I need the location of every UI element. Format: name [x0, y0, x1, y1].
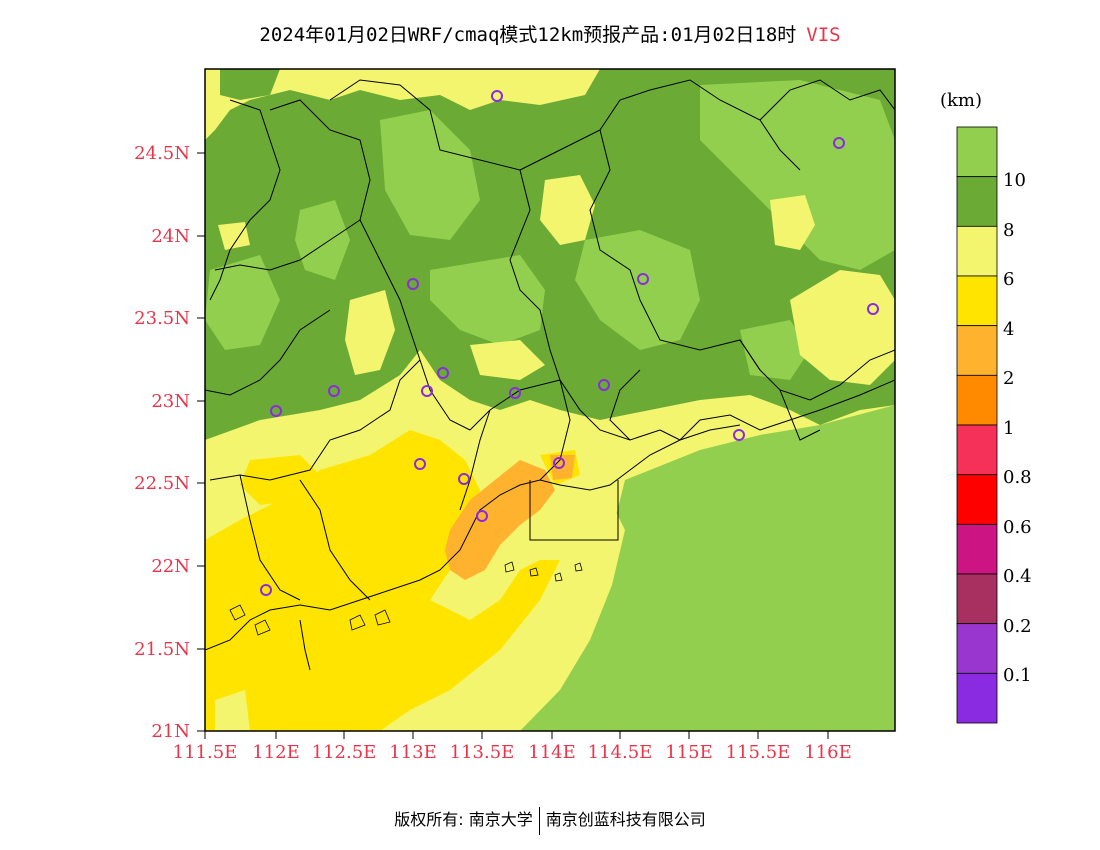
title-variable: VIS: [806, 24, 841, 46]
legend-swatch: [956, 573, 998, 625]
y-tick-label: 23N: [151, 391, 190, 412]
plot-frame: [204, 68, 896, 732]
legend-swatch: [956, 325, 998, 376]
region-sea-vis-10: [490, 405, 895, 731]
footer-separator: [538, 806, 540, 835]
map-title: 2024年01月02日WRF/cmaq模式12km预报产品:01月02日18时 V…: [0, 20, 1100, 47]
legend-swatch: [956, 225, 998, 277]
y-tick-labels: 24.5N 24N 23.5N 23N 22.5N 22N 21.5N 21N: [134, 143, 190, 742]
legend-swatch: [956, 424, 998, 476]
legend-label: 0.4: [1003, 566, 1032, 587]
station-markers: [260, 90, 879, 596]
legend-swatch: [956, 176, 998, 227]
x-tick-label: 113.5E: [450, 742, 515, 763]
legend-label: 6: [1003, 269, 1014, 290]
x-tick-label: 115E: [665, 742, 713, 763]
station-marker: [407, 278, 419, 290]
station-marker: [833, 137, 845, 149]
footer-left: 版权所有: 南京大学: [394, 810, 533, 829]
station-marker: [553, 457, 565, 469]
legend-swatch: [956, 374, 998, 426]
map-fill-layer: [205, 69, 895, 731]
legend-label: 0.2: [1003, 616, 1032, 637]
legend-unit: (km): [940, 90, 983, 111]
island-outlines: [229, 561, 583, 636]
title-main: 2024年01月02日WRF/cmaq模式12km预报产品:01月02日18时: [259, 24, 797, 46]
x-tick-label: 115.5E: [726, 742, 791, 763]
x-tick-label: 116E: [804, 742, 852, 763]
station-marker: [437, 367, 449, 379]
x-tick-label: 111.5E: [173, 742, 238, 763]
station-marker: [867, 303, 879, 315]
footer-copyright: 版权所有: 南京大学 南京创蓝科技有限公司: [0, 806, 1100, 835]
legend-label: 2: [1003, 368, 1014, 389]
y-tick-label: 24N: [151, 226, 190, 247]
station-marker: [476, 510, 488, 522]
legend-swatch: [956, 275, 998, 327]
legend-swatch: [956, 474, 998, 525]
x-tick-labels: 111.5E 112E 112.5E 113E 113.5E 114E 114.…: [173, 742, 852, 763]
legend-swatch: [956, 672, 998, 724]
station-marker: [598, 379, 610, 391]
region-vis-10-west: [205, 255, 280, 350]
y-tick-label: 22.5N: [134, 473, 190, 494]
legend-label: 0.1: [1003, 665, 1032, 686]
station-marker: [270, 405, 282, 417]
station-marker: [509, 387, 521, 399]
legend-label: 4: [1003, 319, 1014, 340]
station-marker: [260, 584, 272, 596]
station-marker: [414, 458, 426, 470]
x-tick-label: 112E: [252, 742, 300, 763]
legend-swatch: [956, 523, 998, 575]
legend-swatch: [956, 623, 998, 674]
legend-label: 0.6: [1003, 517, 1032, 538]
station-marker: [458, 473, 470, 485]
station-marker: [421, 385, 433, 397]
legend-labels: 10 8 6 4 2 1 0.8 0.6 0.4 0.2 0.1: [1003, 170, 1032, 686]
y-tick-label: 24.5N: [134, 143, 190, 164]
station-marker: [637, 273, 649, 285]
legend-label: 10: [1003, 170, 1026, 191]
region-vis-10-ne: [700, 80, 895, 270]
station-marker: [328, 385, 340, 397]
y-tick-label: 23.5N: [134, 308, 190, 329]
y-tick-label: 22N: [151, 556, 190, 577]
legend-swatch: [956, 126, 998, 178]
footer-right: 南京创蓝科技有限公司: [545, 810, 706, 829]
legend-label: 8: [1003, 220, 1014, 241]
tick-marks: [197, 152, 829, 739]
station-marker: [733, 429, 745, 441]
region-vis-2-4: [445, 460, 555, 580]
legend-label: 0.8: [1003, 467, 1032, 488]
region-vis-6-8-north: [205, 69, 600, 140]
x-tick-label: 114E: [528, 742, 576, 763]
y-tick-label: 21N: [151, 721, 190, 742]
legend-colorbar: [956, 126, 998, 724]
x-tick-label: 114.5E: [588, 742, 653, 763]
boundary-lines: [205, 79, 895, 671]
station-marker: [491, 90, 503, 102]
x-tick-label: 112.5E: [312, 742, 377, 763]
region-vis-10-central: [575, 230, 700, 350]
y-tick-label: 21.5N: [134, 639, 190, 660]
x-tick-label: 113E: [389, 742, 437, 763]
legend-label: 1: [1003, 418, 1014, 439]
